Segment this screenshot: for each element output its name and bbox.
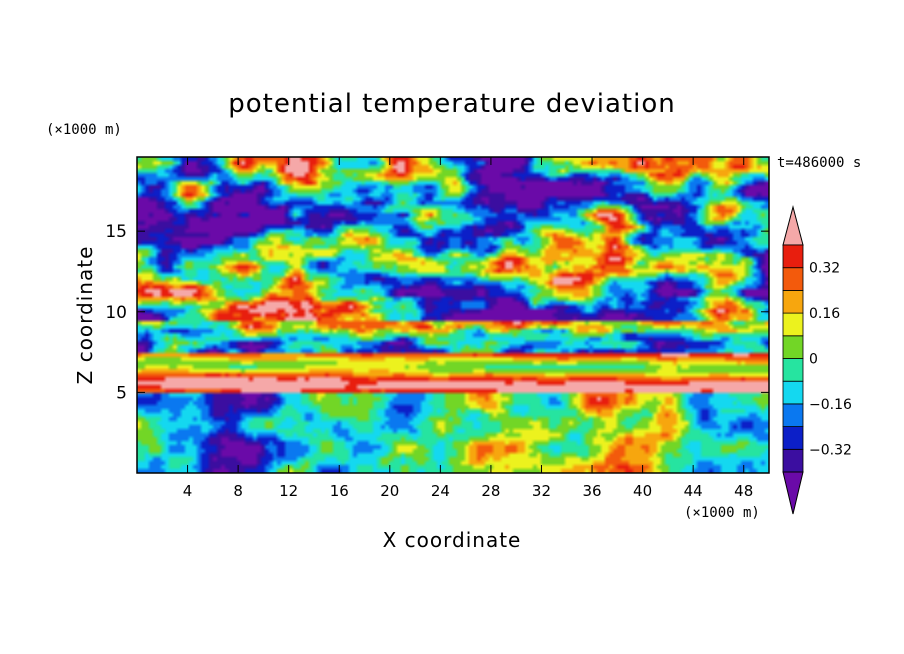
x-tick-label: 40 <box>633 482 652 500</box>
colorbar-max-arrow <box>782 205 804 246</box>
colorbar-swatch <box>782 426 804 450</box>
x-tick-label: 48 <box>734 482 753 500</box>
colorbar-tick-label: −0.16 <box>809 397 852 413</box>
colorbar-tick-label: −0.32 <box>809 442 852 458</box>
y-axis-ticks: 5 10 15 <box>105 222 769 403</box>
colorbar-swatch <box>782 289 804 314</box>
colorbar-swatch <box>782 403 804 427</box>
x-tick-label: 20 <box>380 482 399 500</box>
x-tick-label: 24 <box>431 482 450 500</box>
x-tick-label: 28 <box>481 482 500 500</box>
colorbar-tick-label: 0.32 <box>809 261 840 277</box>
x-tick-label: 4 <box>183 482 193 500</box>
colorbar-swatch <box>782 244 804 269</box>
time-label: t=486000 s <box>777 155 861 171</box>
colorbar-swatch <box>782 312 804 337</box>
y-axis-label: Z coordinate <box>73 246 97 385</box>
colorbar-tick-label: 0 <box>809 352 818 368</box>
plot-frame <box>136 156 770 474</box>
x-axis-ticks: 4 8 12 16 20 24 28 32 36 40 44 48 <box>183 157 753 500</box>
x-axis-label: X coordinate <box>383 528 522 552</box>
y-tick-label: 15 <box>105 222 127 242</box>
colorbar-swatch <box>782 380 804 405</box>
y-unit-label: (×1000 m) <box>46 122 122 138</box>
colorbar-swatch <box>782 358 804 382</box>
y-tick-label: 10 <box>105 303 127 323</box>
colorbar-min-arrow <box>782 471 804 515</box>
colorbar-swatch <box>782 335 804 359</box>
x-unit-label: (×1000 m) <box>684 505 760 521</box>
x-tick-label: 44 <box>684 482 703 500</box>
colorbar-tick-label: 0.16 <box>809 306 840 322</box>
x-tick-label: 32 <box>532 482 551 500</box>
x-tick-label: 12 <box>279 482 298 500</box>
contour-image <box>137 157 769 473</box>
y-tick-label: 5 <box>116 383 127 403</box>
colorbar-swatch <box>782 448 804 473</box>
colorbar: 0.32 0.16 0 −0.16 −0.32 <box>782 205 852 515</box>
contour-field <box>137 157 769 473</box>
chart-title: potential temperature deviation <box>228 89 675 119</box>
colorbar-swatch <box>782 267 804 291</box>
x-tick-label: 16 <box>330 482 349 500</box>
x-tick-label: 36 <box>582 482 601 500</box>
x-tick-label: 8 <box>233 482 243 500</box>
